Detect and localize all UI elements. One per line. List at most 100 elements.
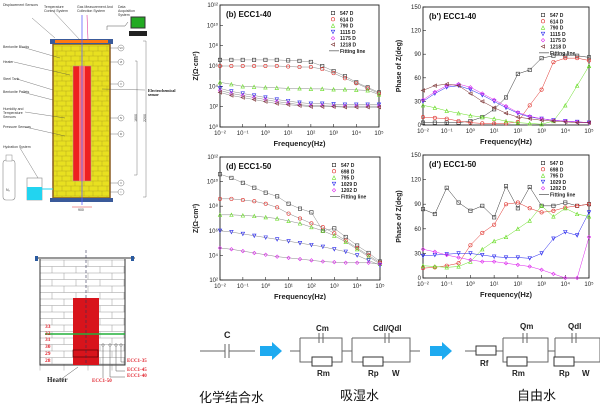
marker-triangle-left bbox=[342, 104, 347, 110]
marker-diamond bbox=[515, 110, 520, 115]
marker-triangle-up bbox=[320, 228, 326, 233]
marker-diamond bbox=[444, 83, 449, 88]
equivalent-circuits: C Cm Cdl/Qdl Rm Rp W Rf Qm Qdl Rm Rp W bbox=[200, 322, 600, 378]
marker-circle bbox=[456, 119, 461, 124]
marker-circle bbox=[354, 81, 359, 86]
legend-label: 795 D bbox=[550, 174, 564, 180]
marker-triangle-up bbox=[503, 234, 509, 239]
y-axis-label: Z(Ω·cm²) bbox=[193, 51, 200, 80]
y-tick-label: 150 bbox=[411, 5, 422, 11]
marker-triangle-down bbox=[354, 102, 359, 108]
marker-triangle-left bbox=[491, 105, 497, 110]
marker-square bbox=[263, 190, 268, 195]
marker-square bbox=[240, 57, 245, 62]
x-tick-label: 10⁵ bbox=[584, 281, 594, 288]
marker-triangle-down bbox=[240, 231, 246, 237]
y-tick-label: 30 bbox=[414, 251, 421, 257]
marker-circle bbox=[515, 119, 520, 124]
marker-triangle-left bbox=[539, 118, 544, 123]
layer-number: 28 bbox=[45, 357, 51, 364]
sensor-roman-label: VII bbox=[119, 47, 122, 50]
marker-circle bbox=[320, 67, 325, 72]
y-tick-label: 120 bbox=[411, 29, 422, 35]
marker-diamond bbox=[563, 275, 568, 281]
marker-square bbox=[252, 185, 257, 190]
x-tick-label: 10⁰ bbox=[466, 128, 476, 135]
x-tick-label: 10⁻² bbox=[417, 129, 429, 135]
sensor-circle bbox=[117, 80, 125, 88]
marker-circle bbox=[527, 206, 532, 211]
lid-bolt-right bbox=[131, 256, 134, 261]
label-electrochemical-sensor: Electrochemical sensor bbox=[148, 88, 176, 97]
arrow-icon-1 bbox=[260, 342, 282, 360]
marker-diamond bbox=[444, 252, 449, 258]
marker-circle bbox=[563, 205, 568, 210]
marker-circle bbox=[480, 121, 485, 126]
marker-triangle-left bbox=[551, 118, 556, 124]
resistor-rp bbox=[362, 356, 384, 367]
marker-circle bbox=[332, 231, 337, 236]
marker-triangle-up bbox=[586, 63, 592, 68]
series-795D: 795 D bbox=[217, 175, 383, 267]
marker-triangle-down bbox=[297, 241, 303, 246]
label-gas-measurement: Gas Measurement And Collection System bbox=[77, 5, 113, 13]
x-axis-label: Frequency(Hz) bbox=[273, 139, 326, 148]
marker-diamond bbox=[468, 257, 473, 263]
marker-triangle-up bbox=[420, 263, 426, 268]
chart-title: (d') ECC1-50 bbox=[429, 160, 477, 169]
marker-triangle-down bbox=[240, 91, 245, 96]
legend-marker bbox=[540, 179, 546, 185]
marker-triangle-up bbox=[515, 226, 521, 231]
x-tick-label: 10¹ bbox=[490, 129, 499, 135]
legend-marker bbox=[332, 162, 337, 167]
legend-fit-label: Fitting line bbox=[550, 51, 575, 57]
marker-square bbox=[298, 206, 303, 211]
series-614D: 614 D bbox=[217, 17, 382, 96]
fitting-line bbox=[220, 198, 381, 263]
marker-circle bbox=[575, 203, 580, 208]
layer-number: 32 bbox=[45, 330, 51, 337]
marker-circle bbox=[229, 64, 234, 69]
chart-d-prime-phase: 10⁻² 10⁻¹ 10⁰ 10¹ 10² 10³ 10⁴ 10⁵ 0 30 60 90 120 150 F… bbox=[396, 153, 594, 299]
marker-diamond bbox=[468, 85, 473, 90]
marker-triangle-up bbox=[297, 85, 302, 91]
y-tick-label: 0 bbox=[418, 276, 422, 282]
marker-triangle-up bbox=[240, 83, 245, 89]
marker-circle bbox=[575, 56, 580, 61]
marker-triangle-up bbox=[229, 212, 234, 217]
marker-square bbox=[444, 120, 449, 125]
marker-circle bbox=[539, 87, 544, 92]
marker-circle bbox=[468, 243, 473, 248]
legend-label: 1202 D bbox=[341, 188, 358, 194]
marker-triangle-left bbox=[479, 99, 485, 104]
marker-triangle-up bbox=[456, 264, 461, 269]
fitting-line bbox=[422, 65, 590, 125]
series-1218D: 1218 D bbox=[217, 42, 381, 110]
x-axis-label: Frequency(Hz) bbox=[480, 137, 533, 146]
label-dim-1600: 1600 bbox=[133, 114, 138, 122]
marker-circle bbox=[420, 266, 425, 271]
legend-fit-label: Fitting line bbox=[340, 49, 365, 55]
marker-circle bbox=[563, 56, 568, 61]
x-tick-label: 10⁵ bbox=[375, 283, 385, 290]
marker-square bbox=[432, 120, 437, 125]
marker-square bbox=[308, 59, 313, 64]
marker-diamond bbox=[217, 88, 223, 93]
y-tick-label: 10¹⁰ bbox=[207, 179, 219, 186]
marker-triangle-up bbox=[574, 83, 580, 88]
marker-triangle-up bbox=[456, 110, 461, 116]
chart-b-impedance: 10⁻² 10⁻¹ 10⁰ 10¹ 10² 10³ 10⁴ 10⁵ 10⁰ 10² 10⁴ 10⁶ 10… bbox=[193, 3, 384, 148]
marker-diamond bbox=[251, 95, 257, 100]
marker-triangle-up bbox=[468, 113, 473, 118]
legend-label: 1115 D bbox=[550, 32, 566, 38]
legend-marker bbox=[330, 36, 336, 41]
fitting-line bbox=[422, 212, 590, 259]
lid-bolt-left bbox=[35, 256, 38, 261]
marker-triangle-left bbox=[376, 104, 381, 110]
marker-triangle-up bbox=[574, 211, 580, 217]
series-698D: 698 D bbox=[217, 169, 383, 265]
circuit-free-water bbox=[465, 333, 600, 363]
label-Qdl: Qdl bbox=[568, 322, 581, 331]
marker-triangle-up bbox=[480, 246, 485, 252]
marker-triangle-down bbox=[217, 86, 223, 91]
